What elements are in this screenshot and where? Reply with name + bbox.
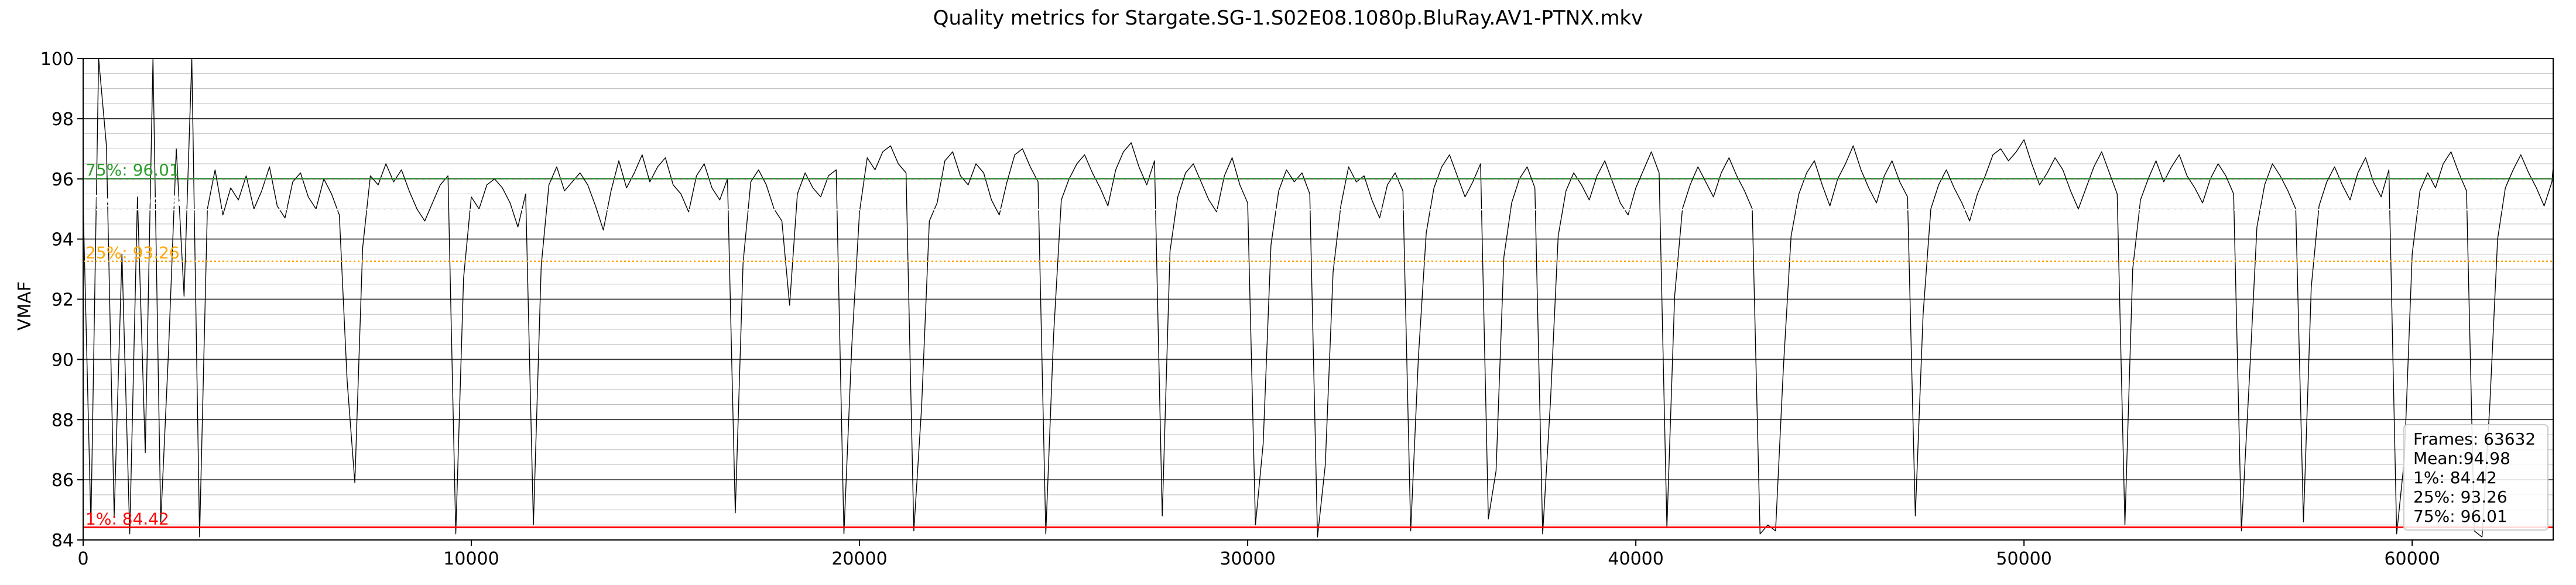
stats-box-line: Mean:94.98 bbox=[2413, 449, 2510, 468]
y-tick-label: 84 bbox=[52, 531, 74, 551]
reference-line-label: Mean: 94.98 bbox=[85, 191, 188, 211]
reference-line-label: 1%: 84.42 bbox=[85, 509, 169, 528]
chart-title: Quality metrics for Stargate.SG-1.S02E08… bbox=[933, 6, 1643, 30]
x-tick-label: 20000 bbox=[831, 549, 887, 569]
x-tick-label: 0 bbox=[77, 549, 88, 569]
y-tick-label: 96 bbox=[52, 170, 74, 190]
x-tick-label: 60000 bbox=[2384, 549, 2440, 569]
y-tick-label: 92 bbox=[52, 290, 74, 311]
stats-box-line: 75%: 96.01 bbox=[2413, 507, 2508, 526]
y-tick-label: 100 bbox=[40, 49, 74, 70]
x-tick-label: 40000 bbox=[1608, 549, 1663, 569]
stats-box-line: 1%: 84.42 bbox=[2413, 468, 2497, 487]
reference-line-label: 25%: 93.26 bbox=[85, 243, 180, 263]
grid bbox=[83, 73, 2553, 525]
x-tick-label: 30000 bbox=[1220, 549, 1275, 569]
y-axis-label: VMAF bbox=[15, 281, 35, 331]
stats-box: Frames: 63632 Mean:94.98 1%: 84.42 25%: … bbox=[2403, 424, 2548, 531]
x-tick-label: 10000 bbox=[443, 549, 499, 569]
y-tick-label: 94 bbox=[52, 230, 74, 250]
y-tick-label: 90 bbox=[52, 350, 74, 370]
y-tick-label: 86 bbox=[52, 470, 74, 491]
reference-line-label: 75%: 96.01 bbox=[85, 160, 180, 180]
y-tick-label: 88 bbox=[52, 410, 74, 431]
x-axis: 0 10000 20000 30000 40000 50000 60000 bbox=[77, 540, 2440, 569]
y-axis: 84 86 88 90 92 94 96 98 100 bbox=[40, 49, 83, 551]
y-tick-label: 98 bbox=[52, 109, 74, 130]
stats-box-frame bbox=[2403, 424, 2548, 531]
stats-box-line: Frames: 63632 bbox=[2413, 429, 2536, 449]
x-tick-label: 50000 bbox=[1996, 549, 2051, 569]
stats-box-line: 25%: 93.26 bbox=[2413, 487, 2508, 507]
